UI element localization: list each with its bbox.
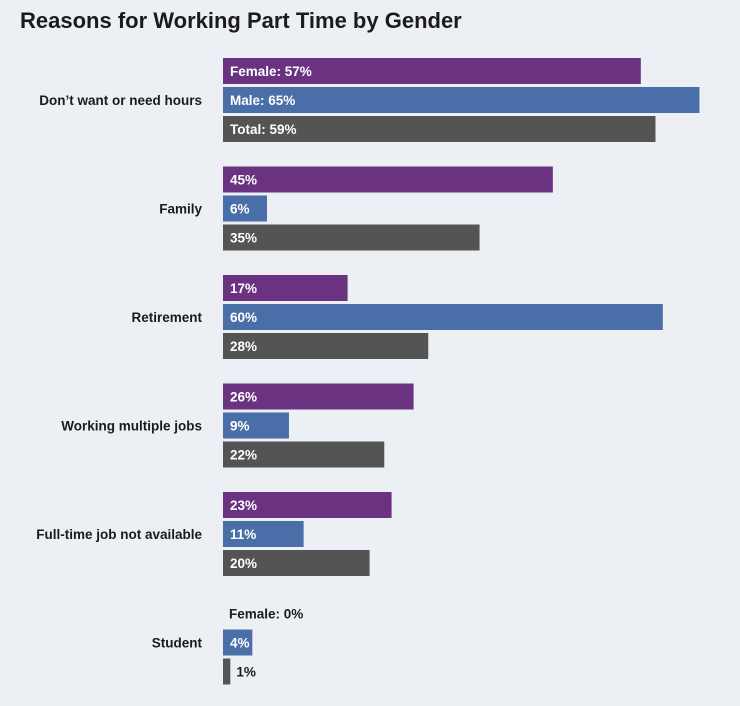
data-label-female-retirement: 17% [230,281,257,296]
bar-female-working-multiple-jobs [223,383,414,410]
category-label-family: Family [159,202,202,217]
data-label-total-family: 35% [230,231,257,246]
bar-male-student [223,629,253,656]
data-label-female-student: Female: 0% [229,607,303,622]
data-label-female-full-time-job-not-available: 23% [230,498,257,513]
data-label-female-family: 45% [230,173,257,188]
bar-female-family [223,166,553,193]
bar-total-full-time-job-not-available [223,550,370,576]
data-label-total-student: 1% [236,665,256,680]
data-label-male-retirement: 60% [230,310,257,325]
bar-male-working-multiple-jobs [223,412,289,439]
bar-total-don-t-want-or-need-hours [223,116,656,142]
chart-title: Reasons for Working Part Time by Gender [20,8,462,33]
data-label-total-full-time-job-not-available: 20% [230,556,257,571]
bar-female-don-t-want-or-need-hours [223,58,641,84]
bar-male-full-time-job-not-available [223,521,304,547]
bar-male-family [223,195,267,222]
data-label-total-working-multiple-jobs: 22% [230,448,257,463]
data-label-male-working-multiple-jobs: 9% [230,419,250,434]
bar-female-full-time-job-not-available [223,492,392,518]
bar-male-don-t-want-or-need-hours [223,87,700,113]
data-label-male-full-time-job-not-available: 11% [230,527,256,542]
category-label-working-multiple-jobs: Working multiple jobs [61,419,202,434]
bar-total-working-multiple-jobs [223,441,385,468]
data-label-female-working-multiple-jobs: 26% [230,390,257,405]
bar-male-retirement [223,304,663,330]
bar-female-retirement [223,275,348,301]
category-label-full-time-job-not-available: Full-time job not available [36,527,202,542]
data-label-total-don-t-want-or-need-hours: Total: 59% [230,122,297,137]
data-label-total-retirement: 28% [230,339,257,354]
category-label-student: Student [152,636,203,651]
bar-total-student [223,658,231,685]
category-label-retirement: Retirement [131,310,202,325]
data-label-female-don-t-want-or-need-hours: Female: 57% [230,64,312,79]
data-label-male-student: 4% [230,636,250,651]
data-label-male-don-t-want-or-need-hours: Male: 65% [230,93,295,108]
data-label-male-family: 6% [230,202,250,217]
bar-total-family [223,224,480,251]
category-label-don-t-want-or-need-hours: Don’t want or need hours [39,93,202,108]
bar-total-retirement [223,333,429,359]
